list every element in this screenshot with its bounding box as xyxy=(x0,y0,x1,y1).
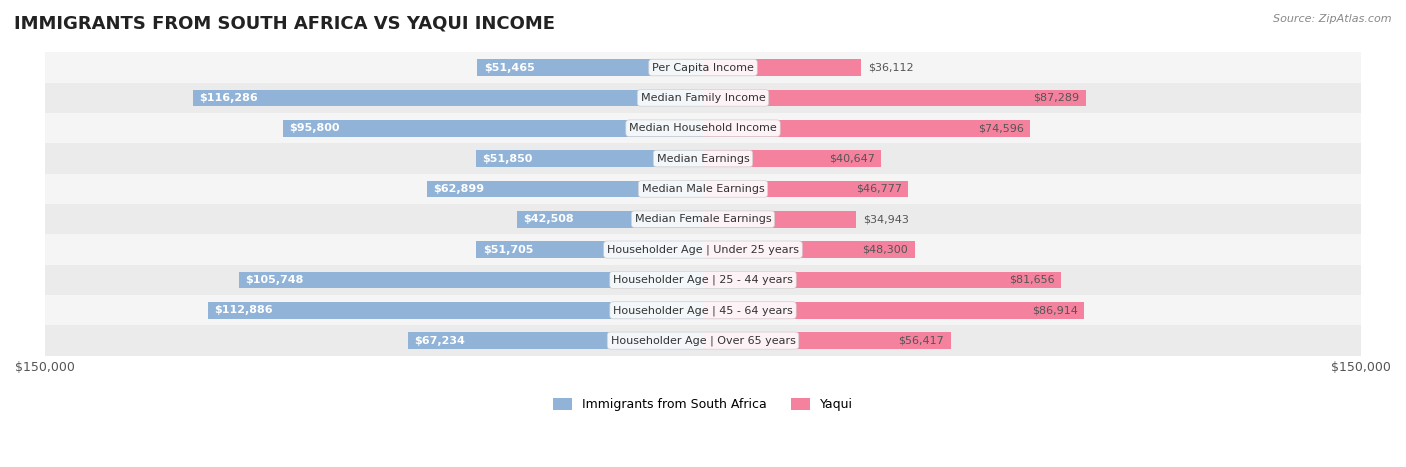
Bar xyxy=(703,302,1084,318)
Text: $48,300: $48,300 xyxy=(862,245,908,255)
Text: $112,886: $112,886 xyxy=(214,305,273,315)
FancyBboxPatch shape xyxy=(45,52,1361,83)
Bar xyxy=(703,150,882,167)
Bar xyxy=(283,120,703,136)
FancyBboxPatch shape xyxy=(45,325,1361,356)
Bar xyxy=(703,333,950,349)
Text: $86,914: $86,914 xyxy=(1032,305,1078,315)
Text: $95,800: $95,800 xyxy=(290,123,340,133)
Bar xyxy=(703,272,1062,288)
Text: Source: ZipAtlas.com: Source: ZipAtlas.com xyxy=(1274,14,1392,24)
Bar xyxy=(703,241,915,258)
Bar xyxy=(516,211,703,227)
Bar xyxy=(208,302,703,318)
FancyBboxPatch shape xyxy=(45,265,1361,295)
Text: $87,289: $87,289 xyxy=(1033,93,1080,103)
Text: Median Household Income: Median Household Income xyxy=(628,123,778,133)
Text: Median Female Earnings: Median Female Earnings xyxy=(634,214,772,224)
Text: $36,112: $36,112 xyxy=(868,63,914,72)
Text: $105,748: $105,748 xyxy=(246,275,304,285)
Text: $56,417: $56,417 xyxy=(898,336,943,346)
Text: Householder Age | Over 65 years: Householder Age | Over 65 years xyxy=(610,335,796,346)
Bar xyxy=(703,90,1085,106)
Bar xyxy=(475,150,703,167)
Bar xyxy=(427,181,703,197)
Bar xyxy=(193,90,703,106)
Text: IMMIGRANTS FROM SOUTH AFRICA VS YAQUI INCOME: IMMIGRANTS FROM SOUTH AFRICA VS YAQUI IN… xyxy=(14,14,555,32)
Text: $51,465: $51,465 xyxy=(484,63,534,72)
Bar xyxy=(477,241,703,258)
Text: Householder Age | 25 - 44 years: Householder Age | 25 - 44 years xyxy=(613,275,793,285)
FancyBboxPatch shape xyxy=(45,113,1361,143)
Text: $46,777: $46,777 xyxy=(856,184,901,194)
Bar xyxy=(477,59,703,76)
Text: $116,286: $116,286 xyxy=(200,93,259,103)
FancyBboxPatch shape xyxy=(45,234,1361,265)
Bar xyxy=(703,181,908,197)
Text: $40,647: $40,647 xyxy=(830,154,875,163)
Bar xyxy=(239,272,703,288)
FancyBboxPatch shape xyxy=(45,295,1361,325)
Text: $81,656: $81,656 xyxy=(1010,275,1054,285)
Text: Householder Age | Under 25 years: Householder Age | Under 25 years xyxy=(607,244,799,255)
Text: Median Family Income: Median Family Income xyxy=(641,93,765,103)
Bar xyxy=(408,333,703,349)
Legend: Immigrants from South Africa, Yaqui: Immigrants from South Africa, Yaqui xyxy=(548,393,858,416)
FancyBboxPatch shape xyxy=(45,143,1361,174)
Bar xyxy=(703,59,862,76)
Text: Median Earnings: Median Earnings xyxy=(657,154,749,163)
Text: $74,596: $74,596 xyxy=(977,123,1024,133)
Text: $34,943: $34,943 xyxy=(863,214,908,224)
Text: $51,850: $51,850 xyxy=(482,154,533,163)
FancyBboxPatch shape xyxy=(45,174,1361,204)
Bar xyxy=(703,211,856,227)
Text: $62,899: $62,899 xyxy=(433,184,485,194)
Text: Per Capita Income: Per Capita Income xyxy=(652,63,754,72)
Text: $42,508: $42,508 xyxy=(523,214,574,224)
FancyBboxPatch shape xyxy=(45,204,1361,234)
Text: $51,705: $51,705 xyxy=(482,245,533,255)
FancyBboxPatch shape xyxy=(45,83,1361,113)
Text: Householder Age | 45 - 64 years: Householder Age | 45 - 64 years xyxy=(613,305,793,316)
Bar xyxy=(703,120,1031,136)
Text: Median Male Earnings: Median Male Earnings xyxy=(641,184,765,194)
Text: $67,234: $67,234 xyxy=(415,336,465,346)
